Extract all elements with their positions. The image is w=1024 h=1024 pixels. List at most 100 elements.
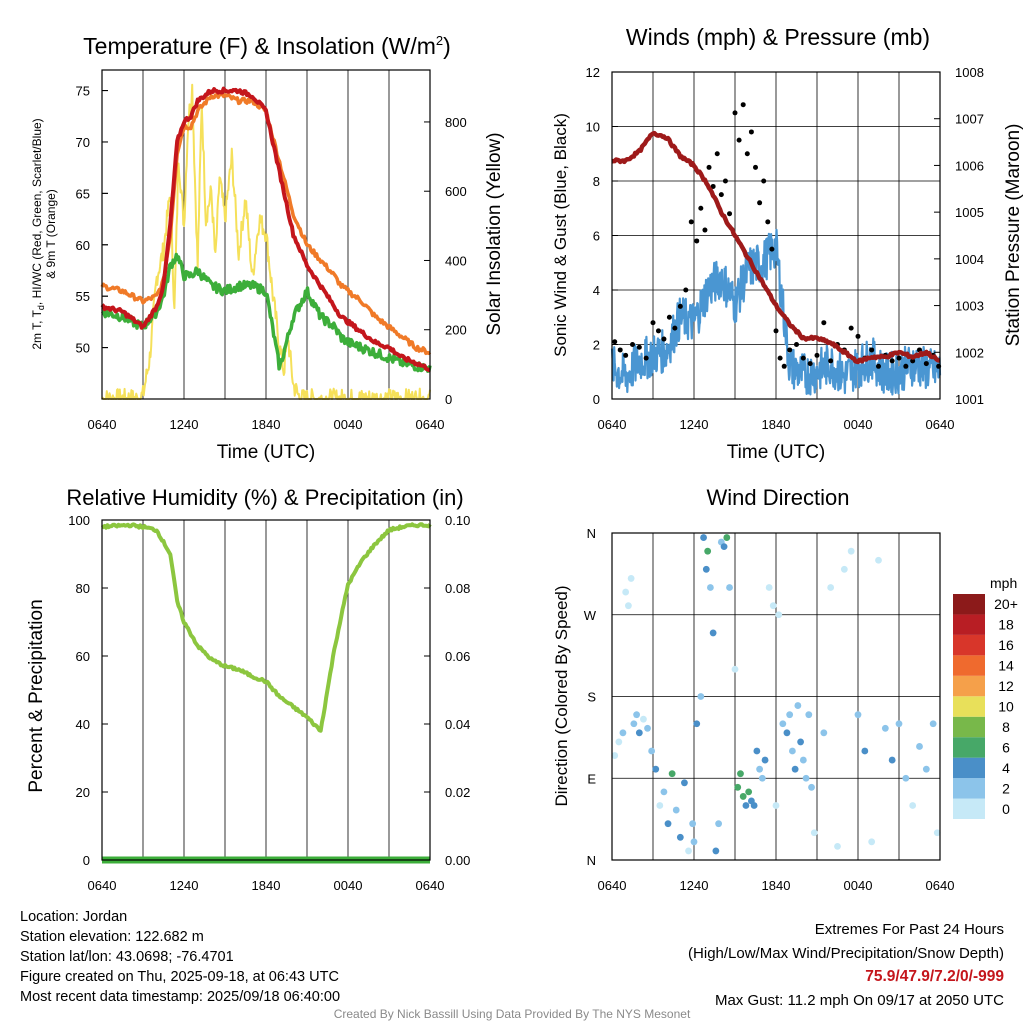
y-tick-label: 20 — [76, 785, 90, 800]
gust-point — [744, 151, 750, 157]
direction-point — [783, 729, 791, 737]
direction-point — [737, 770, 744, 778]
y2-tick-label: 1008 — [955, 65, 984, 80]
y2-tick-label: 200 — [445, 323, 467, 338]
legend-label: 12 — [998, 678, 1014, 694]
direction-point — [652, 765, 660, 773]
x-tick-label: 1840 — [252, 417, 281, 432]
direction-point — [712, 847, 720, 855]
direction-point — [799, 756, 807, 764]
legend-label: 2 — [1002, 780, 1010, 796]
temperature-ylabel-part1: 2m T, T — [30, 309, 44, 349]
humidity-x-tick-labels: 0640 1240 1840 0040 0640 — [88, 878, 445, 893]
direction-point — [834, 842, 841, 850]
winds-y-axis-label: Sonic Wind & Gust (Blue, Black) — [551, 113, 570, 357]
direction-tick-label: N — [587, 853, 596, 868]
max-gust: Max Gust: 11.2 mph On 09/17 at 2050 UTC — [714, 991, 1004, 1009]
temperature-chart-title: Temperature (F) & Insolation (W/m2) — [83, 33, 451, 59]
legend-swatch — [953, 655, 985, 676]
direction-point — [689, 820, 697, 828]
wind-direction-grid — [612, 533, 940, 860]
direction-point — [775, 611, 783, 619]
gust-point — [612, 339, 618, 345]
direction-point — [750, 802, 758, 809]
y2-tick-label: 0.08 — [445, 581, 470, 596]
gust-point — [661, 336, 667, 342]
gust-point — [855, 333, 861, 339]
speed-legend-title: mph — [990, 575, 1017, 591]
x-tick-label: 0640 — [88, 417, 117, 432]
direction-point — [635, 729, 643, 737]
direction-point — [922, 765, 930, 773]
gust-point — [672, 325, 678, 331]
temperature-plot-frame — [101, 69, 431, 400]
temperature-title-end: ) — [443, 33, 451, 59]
y2-tick-label: 400 — [445, 253, 467, 268]
gust-point — [903, 363, 909, 369]
y2-tick-label: 1007 — [955, 112, 984, 127]
direction-point — [619, 729, 627, 737]
legend-label: 18 — [998, 617, 1014, 633]
wind-direction-y-axis-label: Direction (Colored By Speed) — [552, 585, 571, 806]
station-elevation: Station elevation: 122.682 m — [20, 929, 204, 945]
temperature-x-axis-label: Time (UTC) — [217, 442, 316, 463]
direction-point — [739, 793, 747, 800]
gust-point — [727, 211, 733, 217]
humidity-plot-frame — [101, 519, 431, 861]
sonic-wind-series-line — [610, 228, 942, 396]
x-tick-label: 1240 — [680, 878, 709, 893]
legend-swatch — [953, 634, 985, 656]
legend-label: 16 — [998, 637, 1014, 653]
gust-point — [666, 314, 672, 320]
pressure-series-line — [611, 130, 941, 365]
direction-point — [772, 802, 780, 809]
x-tick-label: 0640 — [926, 878, 955, 893]
svg-text:2m T, Td, HI/WC (Red, Green, S: 2m T, Td, HI/WC (Red, Green, Scarlet/Blu… — [30, 118, 46, 349]
x-tick-label: 1840 — [252, 878, 281, 893]
gust-point — [706, 164, 712, 170]
temperature-title-main: Temperature (F) & Insolation (W/m — [83, 33, 436, 59]
credit-line: Created By Nick Bassill Using Data Provi… — [333, 1007, 691, 1021]
temp-2m-series-line — [100, 86, 431, 373]
recent-timestamp: Most recent data timestamp: 2025/09/18 0… — [20, 989, 341, 1005]
direction-point — [861, 747, 869, 755]
direction-point — [794, 702, 802, 709]
direction-tick-label: W — [584, 608, 597, 623]
gust-point — [773, 328, 779, 334]
gust-point — [694, 238, 700, 244]
gust-point — [617, 347, 623, 353]
direction-point — [933, 829, 941, 837]
direction-point — [693, 720, 701, 728]
direction-point — [761, 756, 769, 764]
x-tick-label: 0640 — [416, 417, 445, 432]
y2-tick-label: 1004 — [955, 252, 984, 267]
direction-point — [656, 802, 664, 809]
legend-swatch — [953, 716, 985, 738]
gust-point — [828, 358, 834, 364]
y-tick-label: 100 — [68, 513, 90, 528]
y2-tick-label: 0.10 — [445, 513, 470, 528]
gust-point — [710, 183, 716, 189]
y-tick-label: 8 — [593, 174, 600, 189]
legend-label: 10 — [998, 699, 1014, 715]
humidity-y-tick-labels: 0 20 40 60 80 100 — [68, 513, 108, 868]
temperature-ylabel-line2: & 9m T (Orange) — [44, 189, 58, 279]
gust-point — [923, 361, 929, 367]
y-tick-label: 55 — [76, 289, 90, 304]
direction-point — [797, 738, 804, 746]
direction-point — [805, 711, 813, 719]
direction-point — [685, 847, 692, 855]
direction-point — [854, 711, 862, 719]
direction-point — [786, 711, 794, 719]
direction-point — [902, 774, 910, 782]
legend-label: 8 — [1002, 719, 1010, 735]
winds-x-tick-labels: 0640 1240 1840 0040 0640 — [598, 417, 955, 432]
gust-point — [848, 325, 854, 331]
gust-point — [787, 347, 793, 353]
y-tick-label: 80 — [76, 581, 90, 596]
y2-tick-label: 0.06 — [445, 649, 470, 664]
temperature-y2-axis-label: Solar Insolation (Yellow) — [484, 132, 505, 335]
humidity-chart-title: Relative Humidity (%) & Precipitation (i… — [66, 485, 463, 510]
y2-tick-label: 1003 — [955, 299, 984, 314]
temperature-y-tick-labels: 50 55 60 65 70 75 — [76, 84, 108, 356]
